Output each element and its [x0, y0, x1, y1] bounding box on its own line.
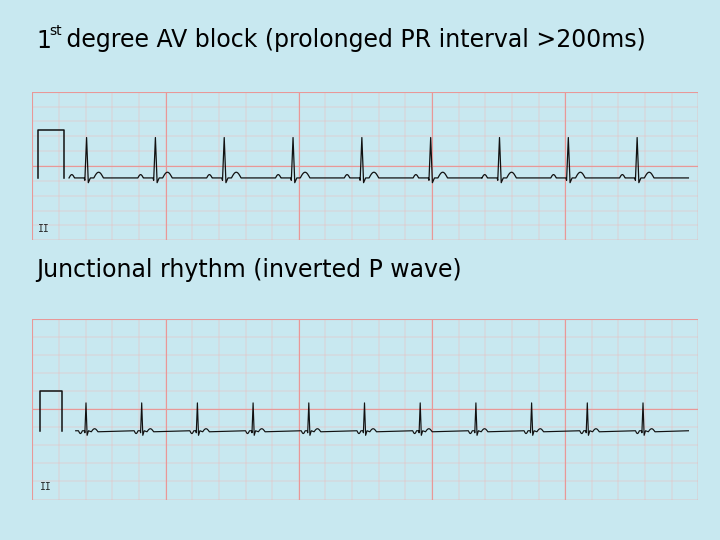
Text: degree AV block (prolonged PR interval >200ms): degree AV block (prolonged PR interval >… [59, 29, 646, 52]
Text: II: II [40, 482, 52, 492]
Text: Junctional rhythm (inverted P wave): Junctional rhythm (inverted P wave) [36, 258, 462, 282]
Text: 1: 1 [36, 29, 51, 52]
Text: st: st [49, 24, 62, 38]
Text: II: II [37, 224, 50, 234]
